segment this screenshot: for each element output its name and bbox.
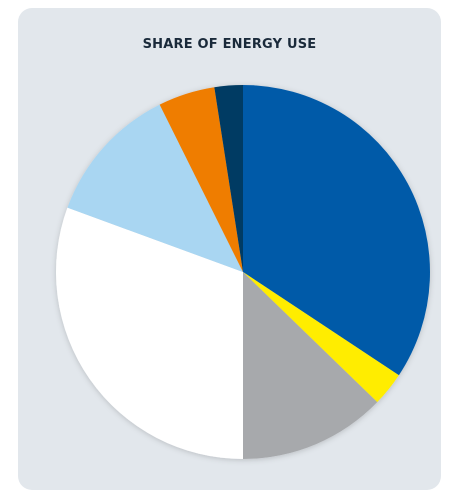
pie-slice-6 — [159, 87, 243, 273]
pie-slice-3 — [243, 272, 378, 459]
pie-slice-1 — [243, 85, 430, 376]
pie-slice-2 — [243, 272, 399, 403]
pie-slices — [56, 85, 430, 459]
pie-slice-4 — [56, 207, 243, 459]
pie-slice-5 — [67, 104, 243, 272]
pie-slice-7 — [214, 85, 243, 272]
chart-title: SHARE OF ENERGY USE — [142, 37, 317, 52]
